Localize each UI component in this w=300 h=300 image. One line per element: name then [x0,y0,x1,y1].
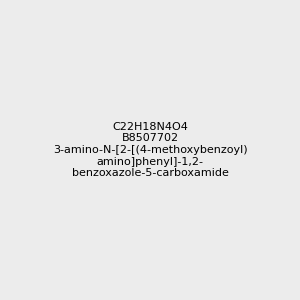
Text: C22H18N4O4
B8507702
3-amino-N-[2-[(4-methoxybenzoyl)
amino]phenyl]-1,2-
benzoxaz: C22H18N4O4 B8507702 3-amino-N-[2-[(4-met… [53,122,247,178]
